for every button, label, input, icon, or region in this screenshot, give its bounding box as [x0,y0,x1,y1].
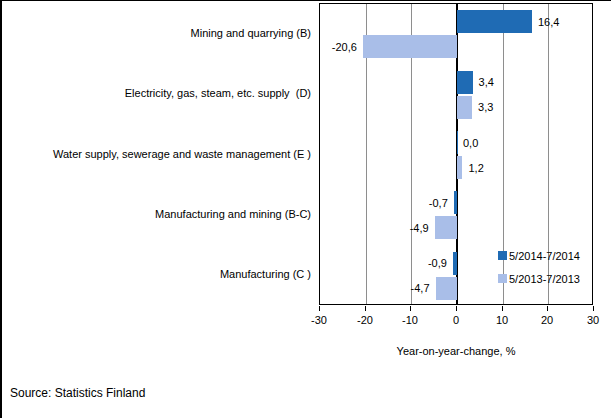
category-label: Water supply, sewerage and waste managem… [2,147,311,162]
value-label: 3,4 [479,76,494,89]
source-credit: Source: Statistics Finland [10,386,145,401]
value-label: 0,0 [463,136,478,149]
x-axis-tick [502,306,503,311]
value-label: 3,3 [478,101,493,114]
value-label: 1,2 [468,161,483,174]
x-tick-label: 0 [436,314,476,327]
category-label: Manufacturing (C ) [2,267,311,282]
legend: 5/2014-7/2014 5/2013-7/2013 [498,244,580,290]
x-tick-label: 10 [482,314,522,327]
value-label: -0,9 [428,257,447,270]
x-axis-tick [456,306,457,311]
category-label: Manufacturing and mining (B-C) [2,207,311,222]
x-tick-label: 20 [527,314,567,327]
legend-series-label: 5/2013-7/2013 [509,273,580,285]
bar [457,131,458,154]
bar [457,96,472,119]
bar [435,216,457,239]
value-label: -0,7 [429,196,448,209]
bar [457,10,532,33]
legend-series-label: 5/2014-7/2014 [509,250,580,262]
x-axis-tick [319,306,320,311]
value-label: 16,4 [538,15,559,28]
category-label: Mining and quarrying (B) [2,26,311,41]
bar [363,35,457,58]
bar [454,191,457,214]
legend-color-swatch [498,251,507,260]
x-tick-label: 30 [573,314,611,327]
x-tick-label: -30 [299,314,339,327]
value-label: -4,7 [411,282,430,295]
legend-color-swatch [498,274,507,283]
bar [457,156,462,179]
category-label: Electricity, gas, steam, etc. supply (D) [2,86,311,101]
chart-frame: 16,4 3,4 0,0 -0,7 -0,9 -20,6 3,3 1,2 -4,9 -4,7 5/2… [0,0,611,418]
x-axis-tick [547,306,548,311]
x-tick-label: -20 [345,314,385,327]
x-axis-tick [593,306,594,311]
value-label: -4,9 [410,221,429,234]
x-axis-title: Year-on-year-change, % [319,344,593,358]
bar [457,71,473,94]
value-label: -20,6 [332,40,357,53]
bar [436,277,457,300]
x-tick-label: -10 [390,314,430,327]
x-axis-tick [365,306,366,311]
x-axis-tick [410,306,411,311]
plot-area: 16,4 3,4 0,0 -0,7 -0,9 -20,6 3,3 1,2 -4,9 -4,7 5/2… [319,3,593,305]
legend-item: 5/2013-7/2013 [498,267,580,290]
bar [453,252,457,275]
legend-item: 5/2014-7/2014 [498,244,580,267]
